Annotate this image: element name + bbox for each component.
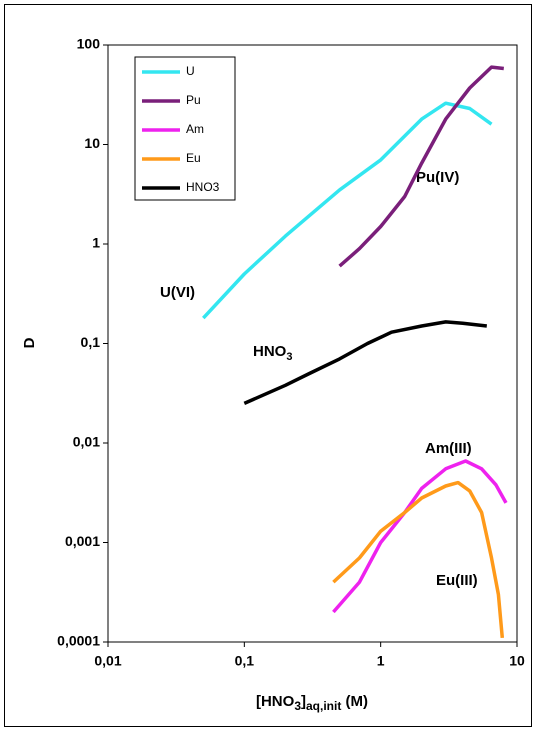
legend-label: Eu [186, 151, 201, 165]
y-tick-label: 100 [77, 36, 101, 52]
legend-label: Pu [186, 93, 201, 107]
x-tick-label: 0,01 [94, 653, 121, 669]
series-line [332, 480, 505, 639]
y-tick-label: 0,01 [73, 434, 100, 450]
y-tick-label: 1 [92, 235, 100, 251]
annotation-sub: 3 [286, 351, 292, 363]
x-tick-label: 1 [377, 653, 385, 669]
series-line [332, 459, 508, 614]
x-tick-label: 10 [509, 653, 525, 669]
x-label-part: ] [301, 693, 306, 710]
annotation-part: HNO [253, 343, 287, 360]
y-axis-label: D [21, 337, 38, 348]
y-tick-label: 0,1 [81, 334, 101, 350]
x-label-part: [HNO [256, 693, 295, 710]
x-label-sub: 3 [294, 699, 301, 713]
annotation: Pu(IV) [416, 169, 459, 186]
annotation: Eu(III) [436, 572, 478, 589]
x-label-part: (M) [341, 693, 368, 710]
series-line [243, 320, 488, 406]
legend-label: HNO3 [186, 180, 220, 194]
x-label-sub: aq,init [306, 699, 341, 713]
legend-label: Am [186, 122, 204, 136]
annotation: HNO3 [253, 343, 292, 363]
annotation: U(VI) [160, 284, 195, 301]
y-tick-label: 0,0001 [57, 633, 100, 649]
annotation: Am(III) [425, 440, 472, 457]
series-line [202, 101, 493, 320]
y-tick-label: 0,001 [65, 533, 100, 549]
legend-label: U [186, 64, 195, 78]
y-tick-label: 10 [84, 135, 100, 151]
x-axis-label: [HNO3]aq,init (M) [256, 693, 368, 713]
series-line [338, 65, 504, 268]
x-tick-label: 0,1 [235, 653, 255, 669]
